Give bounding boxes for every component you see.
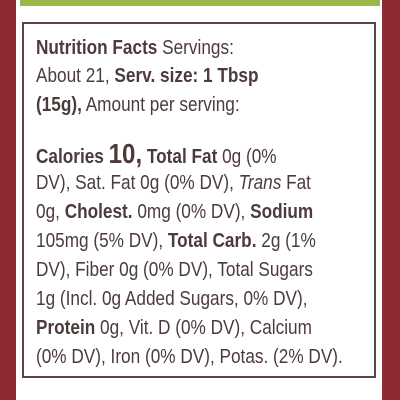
- label-text: DV), Sat. Fat 0g (0% DV),: [36, 172, 239, 194]
- nutrition-label: Nutrition Facts Servings: About 21, Serv.…: [22, 22, 376, 378]
- label-text: 0g (0%: [217, 146, 277, 168]
- label-text: 105mg (5% DV),: [36, 230, 168, 252]
- label-text: 0g,: [36, 201, 65, 223]
- package-edge: [0, 0, 16, 400]
- label-line: Calories 10, Total Fat 0g (0%: [36, 140, 277, 171]
- label-text: Sodium: [250, 201, 314, 223]
- label-line: DV), Sat. Fat 0g (0% DV), Trans Fat: [36, 169, 311, 197]
- package-edge: [382, 0, 400, 400]
- label-line: Nutrition Facts Servings:: [36, 34, 234, 62]
- package-top: [20, 0, 380, 6]
- label-line: 105mg (5% DV), Total Carb. 2g (1%: [36, 227, 316, 255]
- label-text: Total Carb.: [167, 230, 257, 252]
- label-text: 1g (Incl. 0g Added Sugars, 0% DV),: [36, 288, 308, 310]
- label-line: About 21, Serv. size: 1 Tbsp: [36, 62, 258, 90]
- label-text: About 21,: [36, 65, 115, 87]
- label-text: Nutrition Facts: [36, 37, 158, 59]
- label-text: DV), Fiber 0g (0% DV), Total Sugars: [36, 259, 313, 281]
- label-line: (15g), Amount per serving:: [36, 91, 240, 119]
- label-text: Total Fat: [142, 146, 218, 168]
- label-text: 10,: [108, 138, 143, 169]
- label-text: 2g (1%: [256, 230, 316, 252]
- label-text: 0mg (0% DV),: [132, 201, 251, 223]
- label-text: Trans: [238, 172, 282, 194]
- label-text: Servings:: [157, 37, 234, 59]
- label-text: Protein: [36, 317, 96, 339]
- label-text: Fat: [281, 172, 311, 194]
- label-text: 0g, Vit. D (0% DV), Calcium: [95, 317, 312, 339]
- label-line: DV), Fiber 0g (0% DV), Total Sugars: [36, 256, 313, 284]
- label-text: Amount per serving:: [81, 94, 240, 116]
- label-line: (0% DV), Iron (0% DV), Potas. (2% DV).: [36, 343, 343, 371]
- label-text: Calories: [36, 146, 109, 168]
- label-text: (15g),: [36, 94, 82, 116]
- label-line: 0g, Cholest. 0mg (0% DV), Sodium: [36, 198, 313, 226]
- label-line: Protein 0g, Vit. D (0% DV), Calcium: [36, 314, 312, 342]
- label-text: Cholest.: [64, 201, 133, 223]
- label-text: (0% DV), Iron (0% DV), Potas. (2% DV).: [36, 346, 343, 368]
- label-text: Serv. size: 1 Tbsp: [114, 65, 259, 87]
- label-line: 1g (Incl. 0g Added Sugars, 0% DV),: [36, 285, 308, 313]
